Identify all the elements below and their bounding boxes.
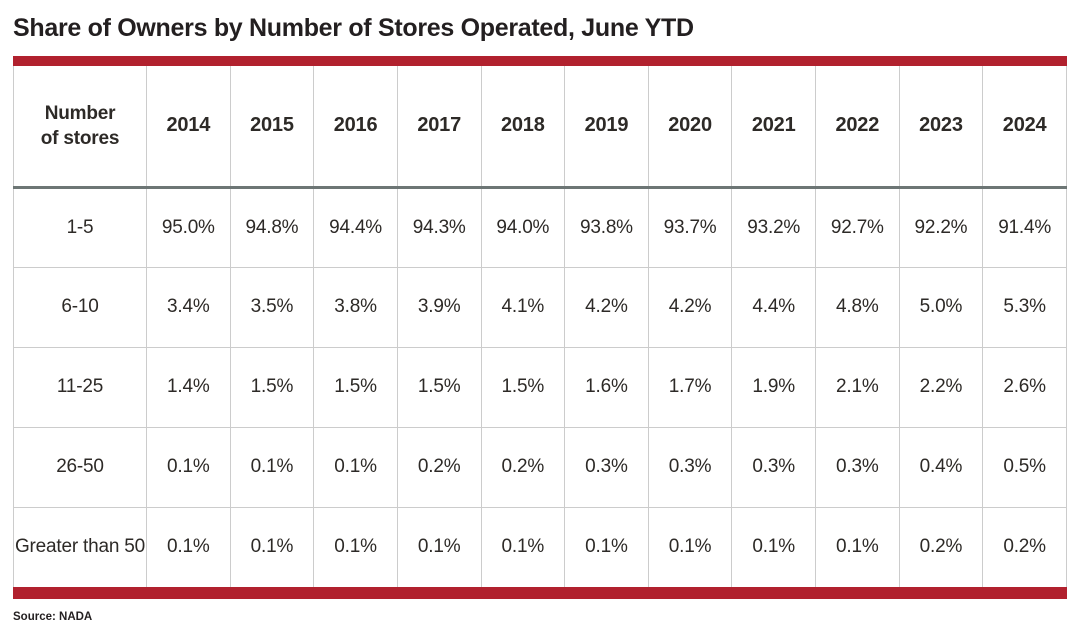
share-cell: 3.8% — [313, 266, 398, 348]
share-cell: 5.0% — [898, 266, 984, 348]
year-header: 2016 — [313, 66, 398, 189]
year-header: 2015 — [229, 66, 315, 189]
share-cell: 94.0% — [480, 187, 566, 268]
year-header: 2024 — [982, 66, 1067, 189]
share-cell: 0.4% — [898, 426, 984, 508]
table-row: 1-5 95.0% 94.8% 94.4% 94.3% 94.0% 93.8% 93.7% 93… — [13, 187, 1067, 268]
share-cell: 0.1% — [229, 426, 315, 508]
share-cell: 4.2% — [647, 266, 733, 348]
table-header: Number of stores 2014 2015 2016 2017 2018 2019… — [13, 66, 1067, 189]
share-cell: 1.5% — [396, 346, 482, 428]
share-cell: 0.1% — [229, 506, 315, 587]
row-label: 6-10 — [13, 266, 147, 348]
share-cell: 91.4% — [982, 187, 1067, 268]
share-cell: 1.5% — [229, 346, 315, 428]
share-cell: 0.1% — [815, 506, 900, 587]
share-cell: 1.6% — [564, 346, 649, 428]
year-header: 2023 — [898, 66, 984, 189]
row-label: 1-5 — [13, 187, 147, 268]
share-cell: 5.3% — [982, 266, 1067, 348]
share-cell: 2.6% — [982, 346, 1067, 428]
share-cell: 0.1% — [313, 506, 398, 587]
share-cell: 0.3% — [564, 426, 649, 508]
share-cell: 0.1% — [146, 426, 231, 508]
share-cell: 3.9% — [396, 266, 482, 348]
share-cell: 4.1% — [480, 266, 566, 348]
share-cell: 93.7% — [647, 187, 733, 268]
share-cell: 0.2% — [898, 506, 984, 587]
share-cell: 1.4% — [146, 346, 231, 428]
share-cell: 0.2% — [396, 426, 482, 508]
row-label: 26-50 — [13, 426, 147, 508]
share-cell: 0.5% — [982, 426, 1067, 508]
table-row: Greater than 50 0.1% 0.1% 0.1% 0.1% 0.1% 0.1% 0… — [13, 506, 1067, 587]
share-cell: 0.1% — [146, 506, 231, 587]
year-header: 2021 — [731, 66, 816, 189]
table-body: 1-5 95.0% 94.8% 94.4% 94.3% 94.0% 93.8% 93.7% 93… — [13, 187, 1067, 587]
share-cell: 0.2% — [982, 506, 1067, 587]
share-cell: 0.1% — [396, 506, 482, 587]
share-cell: 2.1% — [815, 346, 900, 428]
share-cell: 0.2% — [480, 426, 566, 508]
table-row: 11-25 1.4% 1.5% 1.5% 1.5% 1.5% 1.6% 1.7% 1.9% 2.1… — [13, 346, 1067, 428]
share-cell: 1.9% — [731, 346, 816, 428]
share-cell: 93.2% — [731, 187, 816, 268]
top-accent-bar — [13, 56, 1067, 66]
share-cell: 94.3% — [396, 187, 482, 268]
share-cell: 94.4% — [313, 187, 398, 268]
share-cell: 95.0% — [146, 187, 231, 268]
corner-header: Number of stores — [13, 66, 147, 189]
share-cell: 0.1% — [647, 506, 733, 587]
share-cell: 92.7% — [815, 187, 900, 268]
share-of-owners-table: Number of stores 2014 2015 2016 2017 2018 2019… — [13, 66, 1067, 587]
share-cell: 94.8% — [229, 187, 315, 268]
source-note: Source: NADA — [13, 611, 93, 623]
share-cell: 2.2% — [898, 346, 984, 428]
share-cell: 0.1% — [731, 506, 816, 587]
page-title: Share of Owners by Number of Stores Oper… — [13, 14, 694, 42]
share-cell: 4.4% — [731, 266, 816, 348]
share-cell: 3.5% — [229, 266, 315, 348]
share-cell: 3.4% — [146, 266, 231, 348]
share-cell: 1.7% — [647, 346, 733, 428]
row-label: 11-25 — [13, 346, 147, 428]
table-row: 6-10 3.4% 3.5% 3.8% 3.9% 4.1% 4.2% 4.2% 4.4% 4.8%… — [13, 266, 1067, 348]
year-header: 2014 — [146, 66, 231, 189]
year-header: 2017 — [396, 66, 482, 189]
header-row: Number of stores 2014 2015 2016 2017 2018 2019… — [13, 66, 1067, 189]
year-header: 2022 — [815, 66, 900, 189]
share-cell: 4.2% — [564, 266, 649, 348]
share-cell: 0.3% — [731, 426, 816, 508]
bottom-accent-bar — [13, 587, 1067, 599]
year-header: 2019 — [564, 66, 649, 189]
year-header: 2018 — [480, 66, 566, 189]
share-cell: 93.8% — [564, 187, 649, 268]
share-cell: 0.3% — [815, 426, 900, 508]
row-label: Greater than 50 — [13, 506, 147, 587]
share-cell: 0.1% — [564, 506, 649, 587]
share-cell: 4.8% — [815, 266, 900, 348]
year-header: 2020 — [647, 66, 733, 189]
share-cell: 0.1% — [313, 426, 398, 508]
share-cell: 0.3% — [647, 426, 733, 508]
share-cell: 1.5% — [313, 346, 398, 428]
share-cell: 0.1% — [480, 506, 566, 587]
share-cell: 92.2% — [898, 187, 984, 268]
table-row: 26-50 0.1% 0.1% 0.1% 0.2% 0.2% 0.3% 0.3% 0.3% 0.3… — [13, 426, 1067, 508]
share-cell: 1.5% — [480, 346, 566, 428]
